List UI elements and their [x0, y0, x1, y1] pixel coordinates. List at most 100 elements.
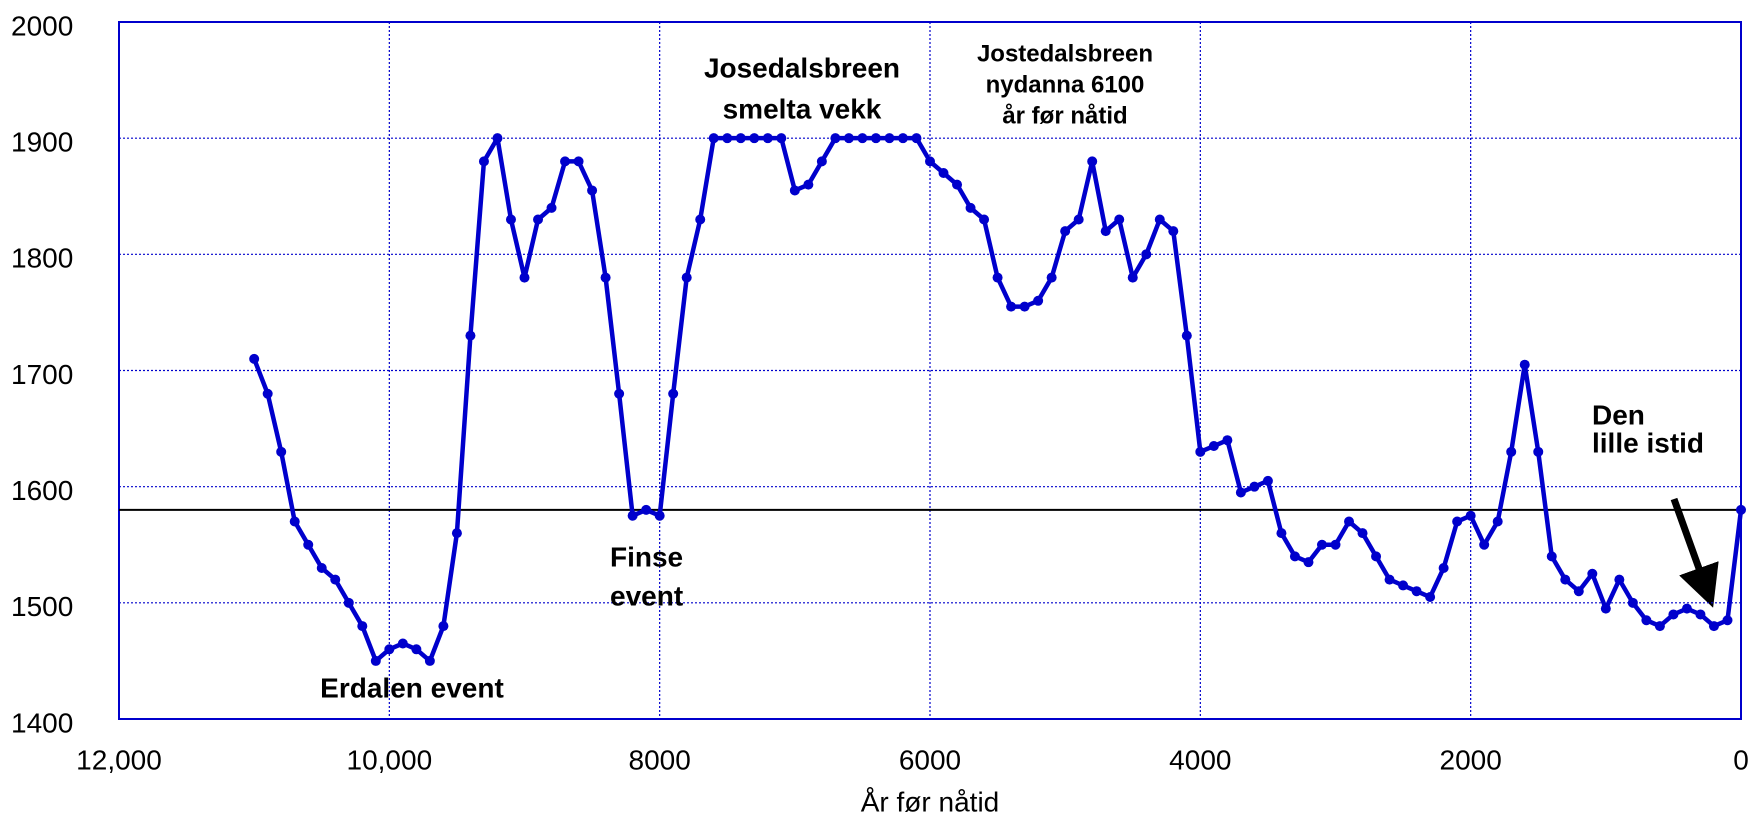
annotation: nydanna 6100 [986, 71, 1145, 98]
data-point [695, 214, 706, 225]
data-point [1573, 586, 1584, 597]
data-point [1249, 481, 1260, 492]
data-point [1492, 516, 1503, 527]
data-point [451, 528, 462, 539]
x-tick-label: 8000 [629, 744, 691, 775]
data-point [614, 388, 625, 399]
data-point [1154, 214, 1165, 225]
data-point [1654, 621, 1665, 632]
data-point [1519, 359, 1530, 370]
data-point [803, 179, 814, 190]
data-point [1330, 539, 1341, 550]
data-point [533, 214, 544, 225]
data-point [303, 539, 314, 550]
annotation: Jostedalsbreen [977, 40, 1153, 67]
data-point [1100, 226, 1111, 237]
data-point [1222, 435, 1233, 446]
data-point [979, 214, 990, 225]
data-point [884, 133, 895, 144]
data-point [1114, 214, 1125, 225]
data-point [1127, 272, 1138, 283]
data-point [370, 655, 381, 666]
data-point [1168, 226, 1179, 237]
data-point [1681, 603, 1692, 614]
data-point [870, 133, 881, 144]
data-point [600, 272, 611, 283]
data-point [897, 133, 908, 144]
x-tick-label: 12,000 [76, 744, 162, 775]
data-point [546, 202, 557, 213]
data-point [735, 133, 746, 144]
data-point [1060, 226, 1071, 237]
data-point [1141, 249, 1152, 260]
data-point [587, 185, 598, 196]
data-point [384, 644, 395, 655]
annotation: Finse [610, 541, 683, 572]
data-point [1641, 615, 1652, 626]
data-point [1181, 330, 1192, 341]
data-point [925, 156, 935, 167]
x-tick-label: 2000 [1440, 744, 1502, 775]
data-point [911, 133, 922, 144]
data-point [1371, 551, 1382, 562]
data-point [560, 156, 571, 167]
data-point [1614, 574, 1625, 585]
data-point [519, 272, 530, 283]
y-tick-label: 2000 [11, 10, 73, 41]
data-point [1533, 446, 1544, 457]
data-point [1736, 504, 1746, 515]
data-point [830, 133, 841, 144]
data-point [465, 330, 476, 341]
data-point [789, 185, 800, 196]
data-point [573, 156, 584, 167]
data-point [1560, 574, 1571, 585]
data-point [1019, 301, 1030, 312]
x-tick-label: 0 [1733, 744, 1749, 775]
data-point [1384, 574, 1395, 585]
data-point [722, 133, 733, 144]
y-tick-label: 1900 [11, 127, 73, 158]
data-point [424, 655, 435, 666]
data-point [1357, 528, 1368, 539]
data-point [249, 353, 260, 364]
data-point [762, 133, 773, 144]
y-tick-label: 1500 [11, 591, 73, 622]
data-point [316, 562, 327, 573]
data-point [478, 156, 489, 167]
data-point [1033, 295, 1044, 306]
data-point [1303, 557, 1314, 568]
data-point [938, 168, 949, 179]
data-point [1073, 214, 1084, 225]
data-point [492, 133, 503, 144]
data-point [343, 597, 354, 608]
data-point [952, 179, 963, 190]
data-point [1087, 156, 1098, 167]
data-point [1600, 603, 1611, 614]
data-point [357, 621, 368, 632]
annotation: lille istid [1592, 427, 1704, 458]
data-point [992, 272, 1003, 283]
plot-frame [118, 21, 1742, 720]
data-point [1316, 539, 1327, 550]
annotation: år før nåtid [1002, 102, 1127, 129]
data-point [1411, 586, 1422, 597]
data-point [1208, 441, 1219, 452]
x-tick-label: 4000 [1169, 744, 1231, 775]
data-point [708, 133, 719, 144]
data-point [1046, 272, 1057, 283]
data-point [411, 644, 422, 655]
data-point [627, 510, 638, 521]
data-point [505, 214, 516, 225]
data-point [1587, 568, 1598, 579]
data-point [776, 133, 787, 144]
data-point [749, 133, 760, 144]
arrow [1670, 497, 1719, 608]
data-point [1708, 621, 1719, 632]
y-tick-label: 1400 [11, 707, 73, 738]
data-point [1235, 487, 1246, 498]
data-point [276, 446, 287, 457]
data-point [1398, 580, 1409, 591]
annotation: Erdalen event [320, 672, 504, 703]
data-point [1438, 562, 1449, 573]
data-point [843, 133, 854, 144]
